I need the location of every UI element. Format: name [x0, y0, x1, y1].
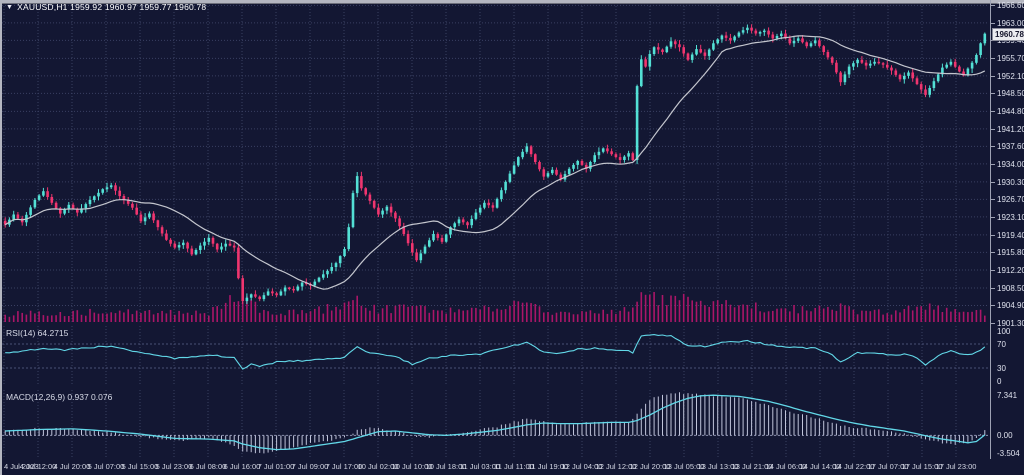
time-axis-label: 17 Jul 15:00 — [901, 462, 943, 471]
price-axis-label: 1952.10 — [991, 71, 1024, 81]
indicator-scale-label: 100 — [997, 327, 1011, 336]
time-axis-label: 10 Jul 02:00 — [357, 462, 399, 471]
chart-title: ▼ XAUUSD,H1 1959.92 1960.97 1959.77 1960.… — [6, 2, 206, 12]
panel-separator — [2, 0, 1024, 2]
price-axis-label: 1966.60 — [991, 1, 1024, 11]
price-axis-label: 1904.90 — [991, 301, 1024, 311]
current-price-badge: 1960.78 — [992, 27, 1024, 41]
time-axis-label: 14 Jul 14:00 — [799, 462, 841, 471]
time-axis-label: 17 Jul 07:00 — [867, 462, 909, 471]
price-axis-label: 1944.80 — [991, 107, 1024, 117]
symbol-dropdown-icon[interactable]: ▼ — [6, 4, 14, 11]
time-axis-label: 14 Jul 22:00 — [833, 462, 875, 471]
indicator-scale-label: 0.00 — [997, 431, 1013, 441]
time-axis-label: 10 Jul 10:00 — [391, 462, 433, 471]
price-axis-label: 1930.30 — [991, 177, 1024, 187]
main-price-panel[interactable] — [2, 0, 990, 322]
price-axis-label: 1901.30 — [991, 318, 1024, 328]
time-axis[interactable]: 4 Jul 2023 4 Jul 12:00 4 Jul 20:00 5 Jul 07… — [2, 459, 1024, 475]
indicator-scale-label: 0 — [997, 377, 1002, 386]
time-axis-label: 4 Jul 12:00 — [19, 462, 57, 471]
time-axis-label: 13 Jul 05:00 — [663, 462, 705, 471]
time-axis-label: 13 Jul 13:00 — [697, 462, 739, 471]
price-axis-label: 1955.70 — [991, 54, 1024, 64]
indicator-scale-label: 7.341 — [997, 391, 1018, 400]
price-axis-label: 1937.60 — [991, 142, 1024, 152]
indicator-scale-label: -3.504 — [997, 449, 1020, 458]
time-axis-label: 6 Jul 08:00 — [189, 462, 227, 471]
rsi-label: RSI(14) 64.2715 — [6, 328, 69, 338]
time-axis-label: 7 Jul 17:00 — [325, 462, 363, 471]
symbol-ohlc-text: XAUUSD,H1 1959.92 1960.97 1959.77 1960.7… — [17, 2, 207, 12]
price-axis-label: 1959.40 — [991, 36, 1024, 46]
time-axis-label: 12 Jul 20:00 — [629, 462, 671, 471]
time-axis-label: 11 Jul 03:00 — [459, 462, 501, 471]
macd-panel[interactable] — [2, 390, 990, 457]
time-axis-label: 5 Jul 23:00 — [155, 462, 193, 471]
time-axis-label: 7 Jul 09:00 — [291, 462, 329, 471]
price-axis-label: 1915.80 — [991, 248, 1024, 258]
time-axis-label: 6 Jul 16:00 — [223, 462, 261, 471]
price-axis-label: 1934.00 — [991, 159, 1024, 169]
indicator-scale-label: 70 — [997, 340, 1006, 349]
time-axis-label: 11 Jul 19:00 — [527, 462, 569, 471]
time-axis-label: 13 Jul 21:00 — [731, 462, 773, 471]
time-axis-label: 4 Jul 2023 — [4, 462, 39, 471]
time-axis-label: 10 Jul 18:00 — [425, 462, 467, 471]
time-axis-label: 4 Jul 20:00 — [53, 462, 91, 471]
price-axis-label: 1919.40 — [991, 230, 1024, 240]
price-axis-label: 1963.00 — [991, 18, 1024, 28]
time-axis-label: 5 Jul 15:00 — [121, 462, 159, 471]
price-axis-label: 1912.20 — [991, 265, 1024, 275]
time-axis-label: 12 Jul 04:00 — [561, 462, 603, 471]
rsi-panel[interactable] — [2, 326, 990, 386]
time-axis-label: 12 Jul 12:00 — [595, 462, 637, 471]
price-axis-label: 1941.20 — [991, 124, 1024, 134]
price-axis-label: 1908.50 — [991, 283, 1024, 293]
indicator-scale-label: 30 — [997, 364, 1006, 373]
time-axis-label: 14 Jul 06:00 — [765, 462, 807, 471]
price-axis-label: 1948.50 — [991, 89, 1024, 99]
price-axis-label: 1923.10 — [991, 212, 1024, 222]
macd-label: MACD(12,26,9) 0.937 0.076 — [6, 392, 113, 402]
time-axis-label: 5 Jul 07:00 — [87, 462, 125, 471]
time-axis-label: 7 Jul 01:00 — [257, 462, 295, 471]
price-axis-line — [990, 0, 991, 459]
time-axis-label: 11 Jul 11:00 — [494, 462, 534, 471]
time-axis-label: 17 Jul 23:00 — [935, 462, 977, 471]
price-axis[interactable]: 1966.60 1963.00 1959.40 1955.70 1952.10 1948.… — [991, 0, 1024, 459]
price-axis-label: 1926.70 — [991, 195, 1024, 205]
